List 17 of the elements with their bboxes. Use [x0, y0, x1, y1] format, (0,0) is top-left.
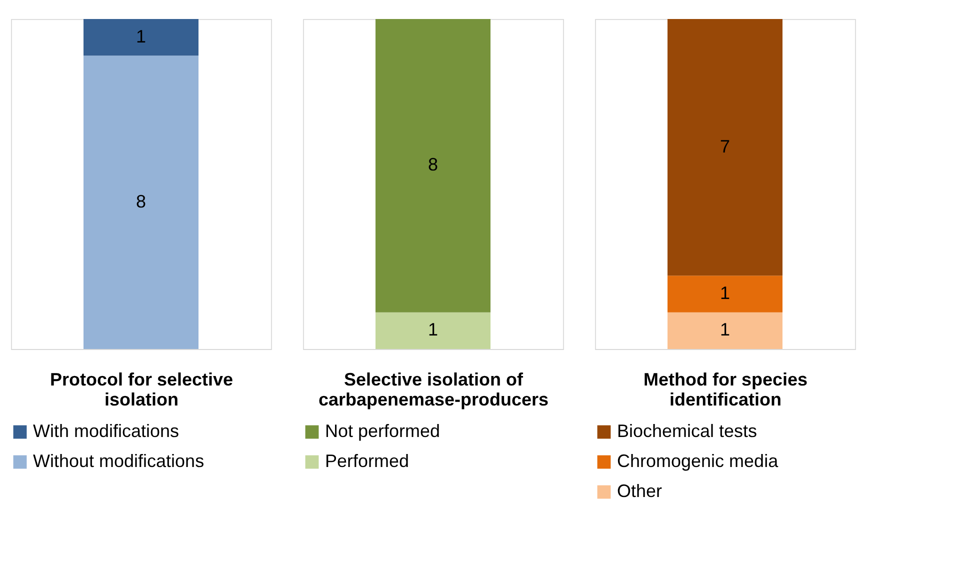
legend-label: Biochemical tests	[617, 421, 758, 441]
legend-label: Other	[617, 481, 662, 501]
data-label: 1	[136, 26, 146, 46]
legend-label: Chromogenic media	[617, 451, 780, 471]
data-label: 7	[720, 136, 730, 156]
data-label: 1	[720, 320, 730, 340]
data-label: 1	[428, 320, 438, 340]
x-axis-title: Selective isolation of carbapenemase-producers	[318, 370, 549, 410]
data-label: 1	[720, 283, 730, 303]
legend-label: With modifications	[33, 421, 180, 441]
legend-label: Performed	[325, 451, 410, 471]
legend-label: Not performed	[325, 421, 440, 441]
data-label: 8	[428, 154, 438, 175]
x-axis-title: Method for species identification	[643, 370, 808, 410]
data-label: 8	[136, 191, 146, 212]
legend-label: Without modifications	[33, 451, 204, 471]
x-axis-title: Protocol for selective isolation	[50, 370, 234, 410]
